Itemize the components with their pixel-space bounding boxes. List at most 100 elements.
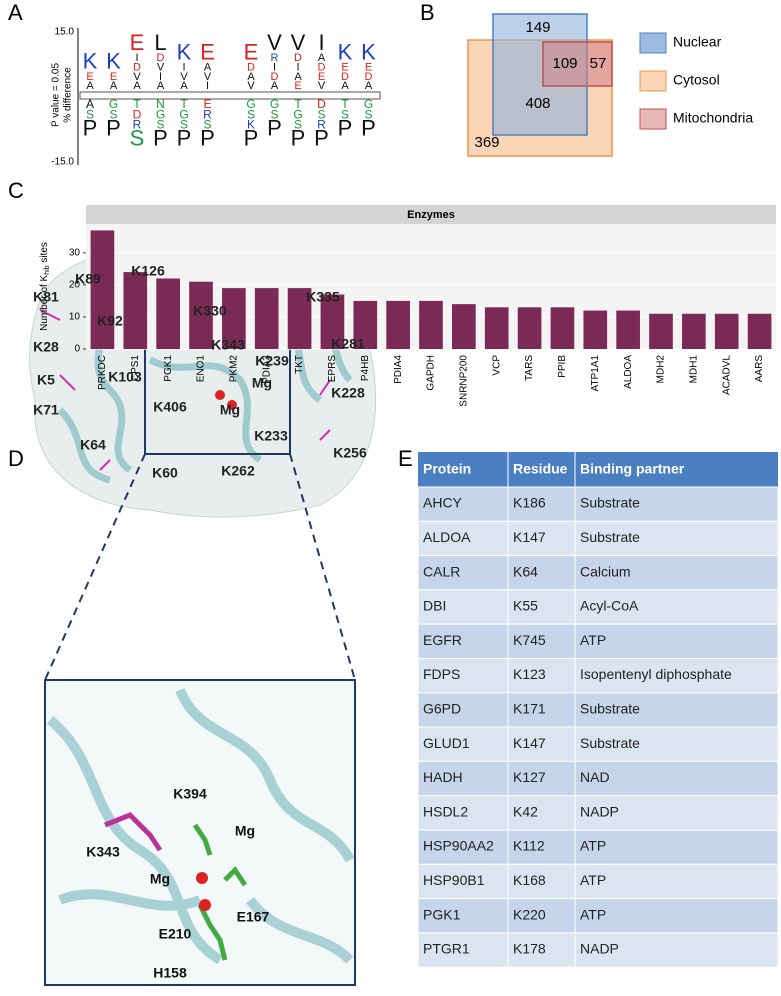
venn-count: 109 (552, 55, 577, 72)
table-cell: EGFR (423, 632, 462, 648)
logo-letter: I (206, 80, 209, 92)
mito-box (542, 41, 613, 87)
table-cell: K147 (513, 529, 546, 545)
logo-letter: L (154, 30, 166, 55)
zoom-label: E210 (159, 926, 192, 942)
legend-swatch (639, 108, 667, 130)
table-header-cell: Residue (513, 461, 568, 477)
table-cell: ATP (580, 632, 606, 648)
table-cell: G6PD (423, 701, 461, 717)
logo-letter: R (317, 118, 326, 132)
x-tick-label: TARS (524, 355, 535, 381)
y-tick-label: 10 (69, 312, 81, 323)
logo-letter: S (247, 107, 255, 121)
table-cell: K123 (513, 666, 546, 682)
logo-letter: E (341, 61, 348, 73)
logo-letter: A (318, 52, 326, 64)
logo-letter: T (341, 97, 349, 111)
table-row (417, 829, 779, 865)
logo-letter: V (291, 30, 306, 55)
panel-label: A (8, 0, 23, 25)
table-cell: ATP (580, 872, 606, 888)
table-row (417, 760, 779, 797)
logo-letter: E (130, 30, 145, 55)
panel-label: B (420, 0, 435, 25)
table-cell: K112 (513, 838, 545, 854)
table-cell: K745 (513, 632, 546, 648)
table-cell: ATP (580, 906, 606, 922)
logo-letter: G (109, 97, 118, 111)
h158-stick (197, 903, 228, 961)
x-tick-label: ALDOA (623, 355, 634, 389)
logo-letter: V (267, 30, 282, 55)
logo-letter: A (110, 80, 118, 92)
venn-count: 57 (590, 55, 607, 72)
residue-label: K228 (331, 385, 365, 401)
logo-letter: P (338, 115, 353, 140)
table-cell: K127 (513, 769, 546, 785)
logo-letter: E (294, 80, 301, 92)
table-cell: Substrate (580, 735, 640, 751)
mg-ion (199, 899, 211, 911)
logo-letter: E (365, 61, 372, 73)
logo-letter: A (365, 80, 373, 92)
table-cell: Substrate (580, 495, 640, 511)
bar (222, 288, 246, 349)
residue-label: K262 (221, 463, 255, 479)
bar (452, 304, 476, 349)
x-tick-label: CPS1 (130, 355, 141, 382)
logo-axis-label: P value = 0.05 (51, 63, 62, 127)
e167-stick (223, 866, 248, 887)
logo-letter: V (204, 71, 212, 83)
x-tick-label: ENO1 (196, 355, 207, 383)
table-cell: K220 (513, 906, 546, 922)
residue-label: Mg (252, 375, 272, 391)
logo-letter: G (364, 97, 373, 111)
logo-letter: V (318, 80, 326, 92)
x-tick-label: AARS (754, 355, 765, 383)
logo-letter: A (86, 80, 94, 92)
legend-label: Cytosol (673, 72, 720, 88)
bar (517, 307, 542, 349)
table-cell: FDPS (423, 666, 460, 682)
table-row (417, 623, 779, 660)
table-row (417, 658, 779, 694)
logo-letter: A (86, 97, 94, 111)
bar (583, 310, 608, 349)
table-cell: GLUD1 (423, 735, 470, 751)
venn-count: 369 (474, 134, 499, 151)
logo-letter: P (83, 115, 98, 140)
venn-count: 149 (525, 19, 550, 36)
logo-letter: K (338, 39, 353, 64)
table-header (418, 452, 778, 487)
logo-letter: V (180, 71, 188, 83)
table-cell: HSP90B1 (423, 872, 485, 888)
logo-letter: T (180, 97, 188, 111)
logo-letter: R (203, 107, 212, 121)
logo-letter: A (133, 80, 141, 92)
panel-label: E (398, 446, 413, 471)
x-tick-label: MDH1 (688, 355, 699, 384)
table-cell: HSP90AA2 (423, 838, 494, 854)
mg-ion (196, 872, 208, 884)
bar (123, 272, 148, 349)
logo-letter: D (133, 61, 141, 73)
table-row (417, 932, 779, 968)
table-cell: Substrate (580, 529, 640, 545)
bar (616, 310, 640, 349)
logo-letter: I (273, 61, 276, 73)
logo-letter: A (180, 80, 188, 92)
logo-letter: A (294, 71, 302, 83)
strip (86, 205, 776, 224)
logo-letter: E (244, 39, 259, 64)
logo-letter: G (156, 107, 165, 121)
residue-label: K233 (254, 428, 288, 444)
logo-letter: P (244, 126, 259, 151)
logo-letter: R (133, 118, 142, 132)
logo-letter: K (247, 118, 255, 132)
logo-letter: S (294, 118, 302, 132)
zoom-label: K394 (173, 786, 207, 802)
table-cell: DBI (423, 598, 446, 614)
residue-label: K92 (97, 313, 123, 329)
x-tick-label: ATP1A1 (590, 355, 601, 392)
